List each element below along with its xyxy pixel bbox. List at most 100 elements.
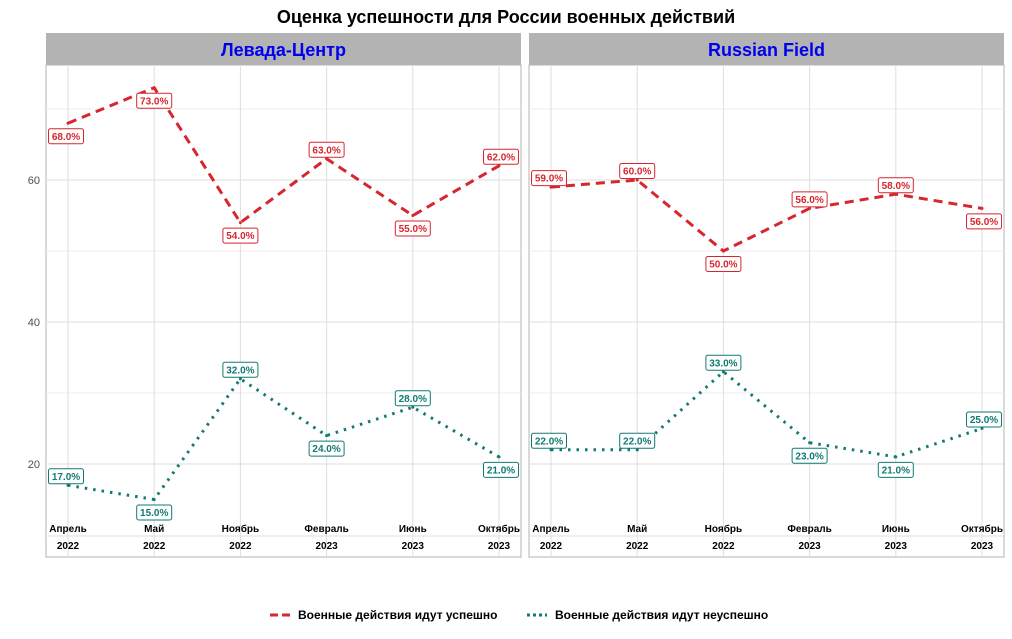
data-label-box bbox=[705, 354, 742, 371]
data-point bbox=[635, 448, 639, 452]
x-tick-label: Апрель 2022 bbox=[49, 524, 86, 552]
panel-strip bbox=[46, 33, 521, 65]
data-label: 21.0% bbox=[487, 466, 515, 477]
panel-strip-label: Левада-Центр bbox=[221, 40, 346, 60]
data-label: 62.0% bbox=[487, 152, 515, 163]
x-tick-label: Февраль 2023 bbox=[304, 524, 348, 552]
data-label: 50.0% bbox=[709, 260, 737, 271]
data-point bbox=[325, 157, 329, 161]
data-point bbox=[497, 455, 501, 459]
data-label-box bbox=[877, 461, 914, 478]
data-label-box bbox=[619, 163, 656, 179]
data-label: 28.0% bbox=[399, 394, 427, 405]
data-point bbox=[238, 377, 242, 381]
data-label: 33.0% bbox=[709, 358, 737, 369]
data-label-box bbox=[48, 128, 84, 145]
legend: Военные действия идут успешно Военные дей… bbox=[270, 608, 768, 622]
data-label: 25.0% bbox=[970, 415, 998, 426]
data-label: 54.0% bbox=[226, 231, 254, 242]
data-label-box bbox=[308, 141, 345, 158]
data-label-box bbox=[483, 148, 519, 165]
x-tick-label: Февраль 2023 bbox=[787, 524, 831, 552]
data-label-box bbox=[48, 468, 84, 485]
panel-1: Левада-Центр 20 40 60 Апрель 2022 Май 2022 Ноябр… bbox=[28, 33, 522, 558]
data-label-box bbox=[394, 220, 431, 237]
data-label-box bbox=[877, 177, 914, 194]
data-point bbox=[635, 178, 639, 182]
data-point bbox=[980, 206, 984, 210]
data-point bbox=[152, 86, 156, 90]
data-point bbox=[808, 206, 812, 210]
data-label-box bbox=[966, 213, 1002, 230]
legend-label-success: Военные действия идут успешно bbox=[298, 608, 497, 622]
x-tick-label: Октябрь 2023 bbox=[478, 523, 520, 552]
data-point bbox=[721, 249, 725, 253]
data-label: 15.0% bbox=[140, 508, 168, 519]
data-point bbox=[411, 214, 415, 217]
data-point bbox=[66, 483, 70, 487]
data-label: 21.0% bbox=[882, 466, 910, 477]
data-label: 32.0% bbox=[226, 365, 254, 376]
data-point bbox=[721, 370, 725, 374]
x-tick-label: Май 2022 bbox=[626, 524, 649, 552]
data-label: 68.0% bbox=[52, 132, 80, 143]
x-tick-label: Ноябрь 2022 bbox=[705, 523, 742, 552]
data-label: 60.0% bbox=[623, 167, 651, 178]
data-point bbox=[894, 192, 898, 196]
data-label-box bbox=[531, 170, 567, 187]
data-label-box bbox=[619, 432, 656, 449]
x-tick-label: Апрель 2022 bbox=[532, 524, 569, 552]
x-tick-label: Ноябрь 2022 bbox=[222, 523, 259, 552]
data-label-box bbox=[394, 390, 431, 407]
data-label: 73.0% bbox=[140, 96, 168, 107]
panels: Левада-Центр 20 40 60 Апрель 2022 Май 2022 Ноябр… bbox=[28, 33, 1005, 558]
data-point bbox=[808, 441, 812, 445]
data-point bbox=[411, 405, 415, 409]
data-point bbox=[238, 221, 242, 225]
plot-area bbox=[45, 64, 522, 558]
data-label-box bbox=[966, 411, 1002, 428]
data-label: 22.0% bbox=[535, 436, 563, 447]
data-point bbox=[66, 121, 70, 125]
panel-strip bbox=[529, 33, 1004, 65]
data-label: 22.0% bbox=[623, 436, 651, 447]
data-label-box bbox=[791, 191, 828, 208]
data-label: 17.0% bbox=[52, 472, 80, 483]
data-label-box bbox=[531, 432, 567, 449]
panel-2: Russian Field Апрель 2022 Май 2022 Ноябрь 2022… bbox=[528, 33, 1005, 558]
data-label: 24.0% bbox=[312, 444, 340, 455]
data-label-box bbox=[136, 92, 173, 109]
data-label: 59.0% bbox=[535, 174, 563, 185]
data-label-box bbox=[136, 504, 173, 521]
data-label: 55.0% bbox=[399, 224, 427, 235]
series-line-fail bbox=[551, 369, 983, 459]
y-tick-label: 40 bbox=[28, 317, 40, 329]
plot-area bbox=[528, 64, 1005, 558]
y-tick-label: 60 bbox=[28, 175, 40, 187]
data-label: 23.0% bbox=[795, 451, 823, 462]
data-point bbox=[325, 434, 329, 438]
data-label: 63.0% bbox=[312, 145, 340, 156]
data-label-box bbox=[791, 447, 828, 464]
data-label-box bbox=[222, 227, 259, 244]
data-point bbox=[152, 498, 156, 501]
data-point bbox=[497, 164, 501, 168]
x-tick-label: Май 2022 bbox=[143, 524, 166, 552]
data-point bbox=[549, 185, 553, 189]
data-point bbox=[549, 448, 553, 452]
panel-strip-label: Russian Field bbox=[708, 40, 825, 60]
data-point bbox=[894, 455, 898, 459]
chart-title: Оценка успешности для России военных дей… bbox=[277, 7, 735, 27]
data-label-box bbox=[705, 256, 742, 272]
x-tick-label: Июнь 2023 bbox=[882, 524, 910, 552]
data-label-box bbox=[308, 440, 345, 457]
data-label-box bbox=[222, 361, 259, 378]
data-label: 56.0% bbox=[795, 195, 823, 206]
data-label: 58.0% bbox=[882, 181, 910, 192]
x-tick-label: Октябрь 2023 bbox=[961, 523, 1003, 552]
data-label: 56.0% bbox=[970, 217, 998, 228]
legend-label-fail: Военные действия идут неуспешно bbox=[555, 608, 768, 622]
data-label-box bbox=[483, 461, 519, 478]
data-point bbox=[980, 427, 984, 430]
